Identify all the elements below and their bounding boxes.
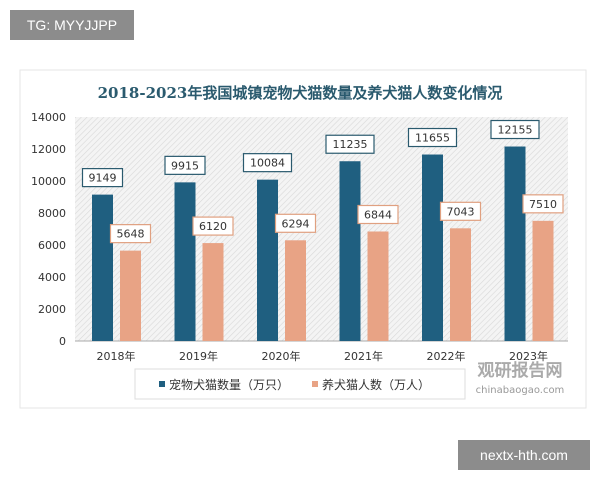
bar-pets (257, 179, 278, 341)
chart-title: 2018-2023年我国城镇宠物犬猫数量及养犬猫人数变化情况 (98, 84, 503, 102)
x-tick-label: 2019年 (179, 349, 218, 363)
data-label: 9149 (89, 172, 117, 185)
bar-owners (120, 250, 141, 341)
bar-owners (532, 220, 554, 341)
data-label-box (164, 155, 206, 175)
y-tick-label: 2000 (38, 303, 66, 316)
bar-owners (450, 228, 471, 341)
watermark-logo: 观研报告网 (477, 360, 563, 381)
data-label-box (439, 201, 482, 221)
legend-label-pets: 宠物犬猫数量（万只） (169, 377, 289, 392)
data-label-box (522, 194, 564, 214)
data-label-box (81, 168, 124, 188)
bar-pets (339, 161, 361, 341)
data-label-box (325, 134, 375, 154)
x-tick-label: 2020年 (262, 349, 301, 363)
data-label-box (109, 224, 152, 244)
x-tick-label: 2023年 (509, 349, 548, 363)
data-label-box (407, 127, 458, 148)
y-tick-label: 10000 (31, 175, 66, 188)
data-label: 7043 (447, 205, 475, 218)
data-label: 6844 (364, 208, 392, 221)
data-label-box (274, 213, 317, 233)
legend-swatch-pets (159, 381, 165, 387)
data-label: 12155 (498, 124, 533, 137)
bar-owners (202, 243, 224, 341)
plot-area (75, 117, 568, 341)
watermark-url: chinabaogao.com (476, 385, 565, 396)
data-label: 11655 (415, 132, 450, 145)
x-tick-label: 2021年 (344, 349, 383, 363)
y-tick-label: 4000 (38, 271, 66, 284)
data-label: 7510 (529, 198, 557, 211)
legend-label-owners: 养犬猫人数（万人） (322, 377, 430, 392)
legend (134, 368, 466, 400)
data-label: 5648 (117, 228, 145, 241)
y-tick-label: 12000 (31, 143, 66, 156)
bottom-right-tag: nextx-hth.com (458, 440, 590, 470)
bar-owners (367, 231, 389, 341)
bar-pets (422, 154, 443, 341)
top-left-tag: TG: MYYJJPP (10, 10, 134, 40)
data-label-box (357, 204, 399, 225)
data-label: 11235 (333, 138, 368, 151)
data-label-box (192, 216, 234, 236)
bar-owners (285, 240, 306, 341)
bar-pets (504, 146, 526, 341)
x-tick-label: 2018年 (97, 349, 136, 363)
bar-pets (92, 194, 113, 341)
y-tick-label: 0 (59, 335, 66, 348)
x-tick-label: 2022年 (427, 349, 466, 363)
y-tick-label: 8000 (38, 207, 66, 220)
legend-swatch-owners (312, 381, 318, 387)
bar-pets (174, 182, 196, 341)
data-label: 6120 (199, 220, 227, 233)
data-label-box (242, 153, 293, 173)
y-tick-label: 6000 (38, 239, 66, 252)
data-label: 6294 (282, 217, 310, 230)
data-label: 10084 (250, 157, 285, 170)
data-label-box (490, 119, 540, 140)
y-tick-label: 14000 (31, 111, 66, 124)
data-label: 9915 (171, 159, 199, 172)
